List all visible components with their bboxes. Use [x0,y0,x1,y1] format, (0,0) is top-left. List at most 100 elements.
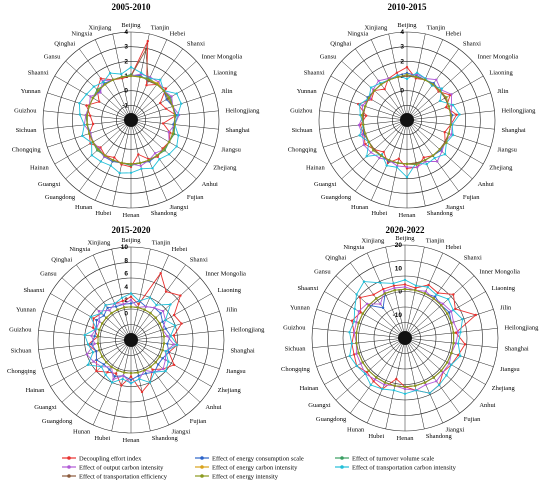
data-point-ein [440,369,443,372]
data-point-tci [164,318,167,322]
data-point-tci [355,293,358,296]
data-point-ecs [167,351,171,354]
data-point-oci [457,331,460,334]
data-point-oci [362,143,365,147]
data-point-ein [110,365,113,369]
category-label: Jiangxi [446,204,465,211]
data-point-tci [365,155,368,158]
data-point-tci [358,134,361,137]
spoke [130,248,151,341]
data-point-tci [169,334,172,337]
panel-title: 2005-2010 [112,2,151,12]
data-point-ein [375,376,378,379]
data-point-ein [143,308,146,311]
category-label: Guangxi [314,181,337,188]
spoke [130,277,201,341]
spoke [404,262,460,339]
data-point-tci [405,176,409,179]
data-point-ein [171,105,174,108]
radial-tick-label: 0 [398,289,402,296]
center-hub [398,331,412,345]
data-point-tci [440,87,444,90]
data-point-ein [414,75,418,79]
data-point-ein [452,341,455,345]
data-point-ein [432,297,435,300]
data-point-tci [85,93,88,96]
radial-tick-label: 20 [395,242,403,249]
data-point-ein [154,361,157,364]
panel-title: 2015-2020 [112,225,151,235]
category-label: Sichuan [11,348,33,355]
data-point-ein [105,316,108,319]
data-point-ecs [90,343,93,346]
radial-tick-label: 8 [124,257,128,264]
data-point-oci [378,156,381,160]
category-label: Xinjiang [361,237,384,244]
category-label: Hunan [75,204,93,211]
category-label: Gansu [44,54,61,61]
data-point-dei [164,290,168,293]
data-point-ein [86,123,89,126]
data-point-tci [177,134,180,137]
data-point-ein [423,78,427,82]
category-label: Jiangsu [226,368,246,375]
data-point-tci [180,102,183,105]
spoke [130,339,212,387]
spoke [130,264,186,341]
data-point-tci [83,123,86,127]
category-label: Inner Mongolia [202,54,243,61]
category-label: Jiangxi [172,429,191,436]
data-point-tci [176,343,179,347]
spoke [312,337,406,348]
data-point-ein [105,361,108,364]
spoke [404,275,475,339]
data-point-ein [445,96,448,99]
data-point-dei [359,311,362,314]
data-point-ein [97,148,100,151]
data-point-tci [110,381,114,384]
data-point-oci [167,131,170,134]
category-label: Guangdong [45,194,76,201]
spoke [404,328,498,339]
spoke [316,337,406,367]
category-label: Henan [123,437,141,444]
data-point-ein [162,335,166,338]
data-point-dei [392,284,396,287]
data-point-ecs [129,302,133,305]
data-point-tci [175,92,178,95]
category-label: Liaoning [213,70,237,77]
data-point-tci [451,103,455,107]
spoke [404,246,425,339]
data-point-tci [148,296,152,299]
data-point-dei [172,334,176,337]
data-point-oci [108,309,111,312]
data-point-ein [387,159,391,162]
data-point-dei [422,156,425,159]
data-point-oci [435,380,438,383]
category-label: Qinghai [330,40,351,47]
data-point-ein [383,381,387,384]
data-point-oci [112,378,115,381]
legend-swatch-marker [67,456,71,460]
data-point-ein [161,328,164,331]
data-point-dei [456,354,460,357]
data-point-ein [162,89,165,92]
panel-title: 2010-2015 [388,2,427,12]
category-label: Shanxi [187,40,205,47]
data-point-tci [118,171,121,175]
data-point-tci [403,392,407,395]
data-point-ecs [95,318,98,322]
data-point-ecs [157,363,160,366]
data-point-dei [383,87,386,91]
data-point-ein [405,162,409,166]
category-label: Jiangxi [446,427,465,434]
data-point-tci [385,164,388,167]
spoke [404,337,444,424]
data-point-dei [352,353,356,356]
data-point-tci [158,158,161,161]
category-label: Shandong [427,210,454,217]
legend-label: Effect of transportation carbon intensit… [352,464,457,471]
data-point-oci [97,309,101,313]
data-point-ein [91,96,95,100]
category-label: Henan [399,212,417,219]
